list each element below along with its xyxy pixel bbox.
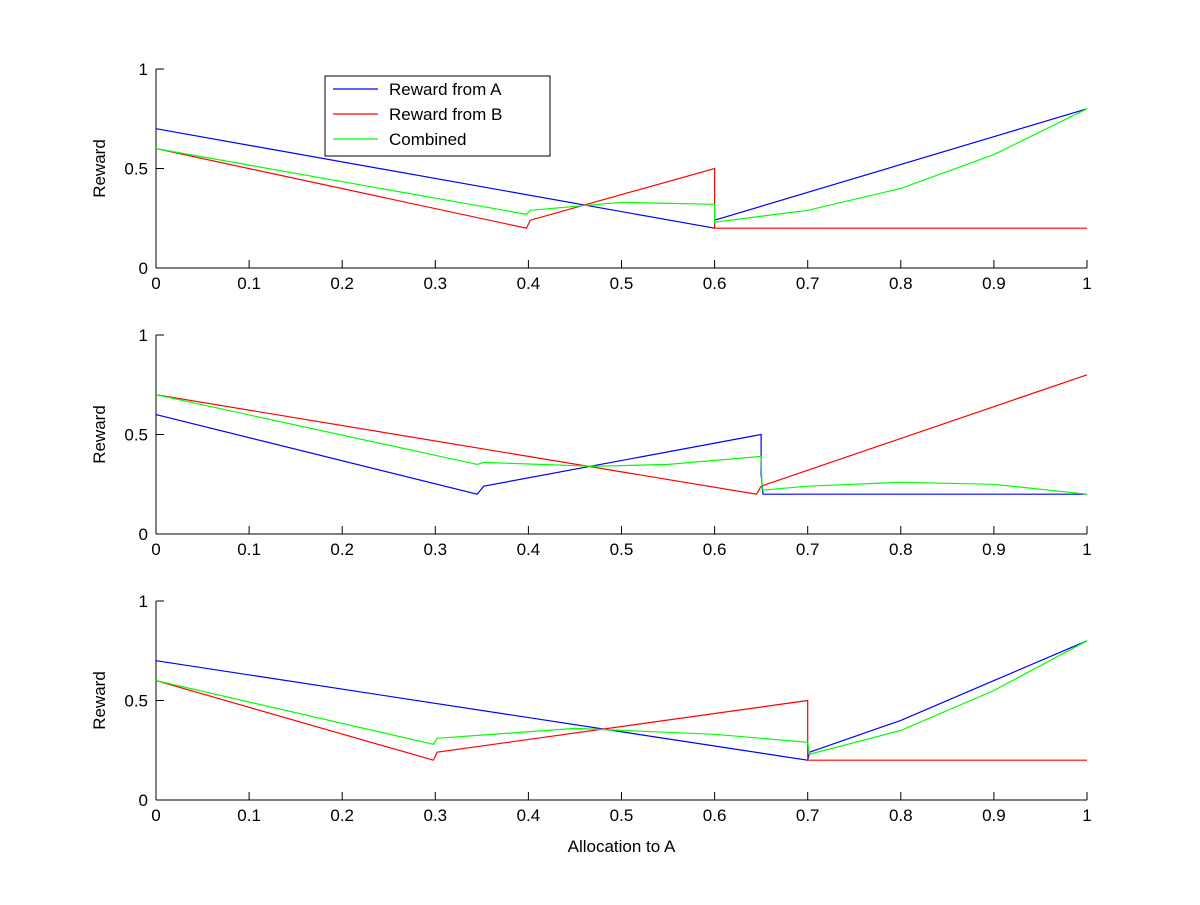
x-tick-label: 0.7 (796, 274, 820, 293)
y-axis-label: Reward (90, 405, 109, 464)
series-line-reward-from-a (155, 640, 1088, 761)
x-tick-label: 0.6 (703, 540, 727, 559)
x-tick-label: 0.2 (330, 540, 354, 559)
series-line-reward-from-b (155, 680, 1087, 761)
y-tick-label: 1 (139, 60, 148, 79)
x-tick-label: 1 (1082, 540, 1091, 559)
x-tick-label: 0.5 (610, 540, 634, 559)
series-line-combined (155, 640, 1088, 755)
legend-entry: Combined (389, 130, 467, 149)
x-tick-label: 0.1 (237, 540, 261, 559)
series-line-reward-from-b (155, 148, 1087, 229)
series-line-reward-from-a (155, 414, 1087, 495)
x-tick-label: 0.4 (517, 540, 541, 559)
x-tick-label: 0.3 (423, 274, 447, 293)
y-tick-label: 0.5 (124, 426, 148, 445)
x-tick-label: 0 (151, 540, 160, 559)
x-tick-label: 0.5 (610, 274, 634, 293)
x-tick-label: 0.5 (610, 806, 634, 825)
x-axis-label: Allocation to A (568, 837, 676, 856)
y-tick-label: 0 (139, 791, 148, 810)
x-tick-label: 0.6 (703, 274, 727, 293)
x-tick-label: 0.7 (796, 540, 820, 559)
subplot-2: 0 0.1 0.2 0.3 0.4 0.5 0.6 0.7 0.8 0.9 1 0 0.5 1 Reward (90, 326, 1092, 559)
y-tick-label: 1 (139, 326, 148, 345)
subplot-3: 0 0.1 0.2 0.3 0.4 0.5 0.6 0.7 0.8 0.9 1 0 0.5 1 Reward… (90, 592, 1092, 856)
series-line-combined (155, 394, 1088, 495)
x-tick-label: 0 (151, 274, 160, 293)
legend-entry: Reward from A (389, 80, 502, 99)
series-line-combined (155, 108, 1088, 223)
x-tick-label: 0.8 (889, 806, 913, 825)
x-tick-label: 0.3 (423, 806, 447, 825)
x-tick-label: 0.1 (237, 274, 261, 293)
y-tick-label: 0 (139, 259, 148, 278)
series-line-reward-from-a (155, 108, 1088, 229)
series-line-reward-from-b (155, 374, 1088, 495)
x-tick-label: 0.4 (517, 274, 541, 293)
x-tick-label: 0.9 (982, 806, 1006, 825)
x-tick-label: 0.4 (517, 806, 541, 825)
x-tick-label: 0.6 (703, 806, 727, 825)
x-tick-label: 0.9 (982, 540, 1006, 559)
x-tick-label: 1 (1082, 806, 1091, 825)
x-tick-label: 0.3 (423, 540, 447, 559)
x-tick-label: 0.1 (237, 806, 261, 825)
x-tick-label: 0.8 (889, 274, 913, 293)
x-tick-label: 0 (151, 806, 160, 825)
x-tick-label: 0.2 (330, 274, 354, 293)
subplot-1: 0 0.1 0.2 0.3 0.4 0.5 0.6 0.7 0.8 0.9 1 0 0.5 1 Reward… (90, 60, 1092, 293)
y-axis-label: Reward (90, 139, 109, 198)
x-tick-label: 1 (1082, 274, 1091, 293)
y-tick-label: 0 (139, 525, 148, 544)
legend-entry: Reward from B (389, 105, 502, 124)
y-tick-label: 0.5 (124, 692, 148, 711)
y-tick-label: 0.5 (124, 160, 148, 179)
x-tick-label: 0.7 (796, 806, 820, 825)
x-tick-label: 0.8 (889, 540, 913, 559)
x-tick-label: 0.9 (982, 274, 1006, 293)
x-tick-label: 0.2 (330, 806, 354, 825)
y-axis-label: Reward (90, 671, 109, 730)
y-tick-label: 1 (139, 592, 148, 611)
legend: Reward from A Reward from B Combined (324, 75, 551, 157)
